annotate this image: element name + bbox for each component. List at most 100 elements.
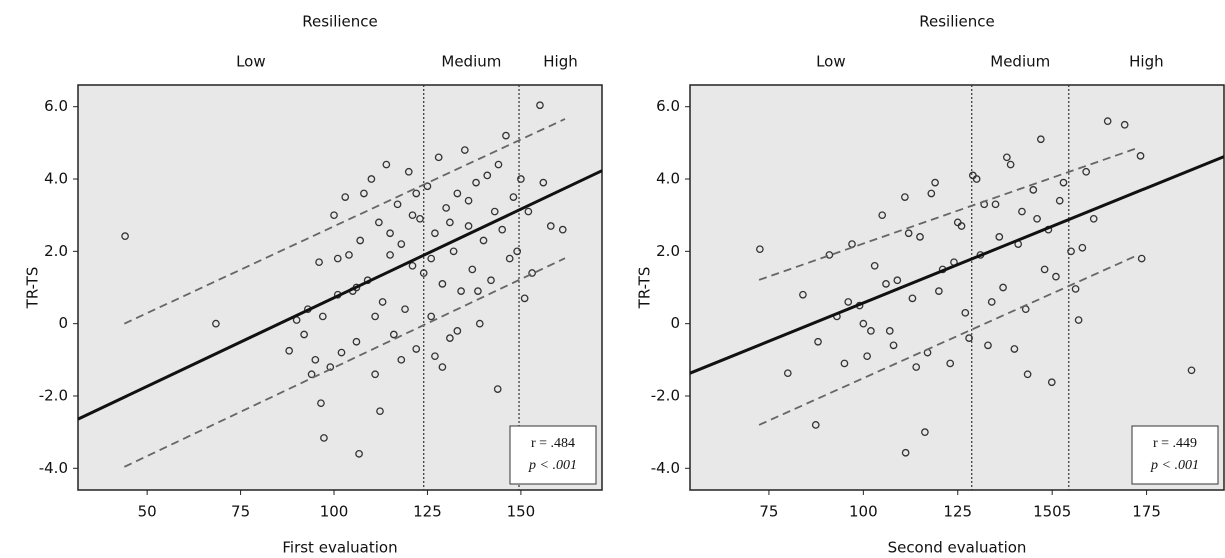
data-point <box>904 229 913 238</box>
data-point <box>386 229 394 238</box>
data-point <box>863 352 871 361</box>
data-point <box>961 308 970 317</box>
data-point <box>317 399 325 408</box>
data-point <box>356 236 365 245</box>
data-point <box>901 193 909 201</box>
data-point <box>882 280 890 288</box>
y-tick-label: 4.0 <box>44 170 68 188</box>
data-point <box>539 178 548 187</box>
zone-label: High <box>543 53 577 71</box>
data-point <box>965 334 973 342</box>
data-point <box>367 175 376 183</box>
data-point <box>386 251 394 259</box>
data-point <box>468 265 477 274</box>
data-point <box>393 200 402 209</box>
data-point <box>935 287 943 295</box>
data-point <box>908 294 917 303</box>
y-tick-label: 2.0 <box>656 242 680 260</box>
data-point <box>423 182 432 191</box>
y-axis-label: TR-TS <box>636 267 654 310</box>
data-point <box>513 247 522 256</box>
data-point <box>378 298 387 306</box>
zone-label: Medium <box>441 53 501 71</box>
annotation-text: r = .484 <box>531 436 575 451</box>
data-point <box>505 254 514 263</box>
data-point <box>490 207 499 216</box>
annotation-text: r = .449 <box>1153 436 1197 451</box>
data-point <box>318 312 327 321</box>
data-point <box>320 434 328 442</box>
data-point <box>464 196 473 205</box>
data-point <box>1078 243 1087 252</box>
data-point <box>121 232 129 241</box>
data-point <box>921 428 929 436</box>
data-point <box>999 283 1007 292</box>
data-point <box>901 448 910 457</box>
annotation-text: p < .001 <box>1150 458 1199 473</box>
data-point <box>1089 214 1098 223</box>
data-point <box>840 359 849 368</box>
data-point <box>408 261 417 270</box>
data-point <box>1082 167 1091 176</box>
x-axis-label: First evaluation <box>282 539 397 557</box>
data-point <box>330 211 338 220</box>
data-point <box>487 276 495 285</box>
data-point <box>453 327 462 335</box>
data-point <box>1137 254 1146 263</box>
data-point <box>397 240 406 248</box>
prediction-band <box>758 147 1136 281</box>
data-point <box>509 193 518 201</box>
data-point <box>434 153 443 162</box>
data-point <box>1136 152 1145 160</box>
data-point <box>360 189 368 198</box>
data-point <box>431 352 439 361</box>
y-tick-label: 6.0 <box>44 97 68 115</box>
data-point <box>493 385 502 393</box>
y-tick-label: 4.0 <box>656 170 680 188</box>
data-point <box>1055 196 1064 205</box>
prediction-band <box>123 257 566 468</box>
data-point <box>475 319 484 328</box>
annotation-box <box>509 425 597 485</box>
data-point <box>315 258 323 267</box>
data-point <box>397 355 406 364</box>
data-point <box>558 225 567 234</box>
data-point <box>389 330 398 339</box>
resilience-title: Resilience <box>302 13 378 31</box>
data-point <box>427 254 436 263</box>
data-point <box>431 229 439 238</box>
data-point <box>867 327 875 335</box>
data-point <box>984 341 992 350</box>
data-point <box>416 214 424 223</box>
x-tick-label: 100 <box>849 503 878 521</box>
data-point <box>479 236 488 245</box>
x-tick-label: 100 <box>320 503 349 521</box>
data-point <box>927 189 936 198</box>
data-point <box>912 363 921 371</box>
y-tick-label: 0 <box>670 314 680 332</box>
data-point <box>889 341 898 350</box>
data-point <box>382 160 391 169</box>
data-point <box>991 200 1000 209</box>
data-point <box>460 146 469 154</box>
data-point <box>844 298 853 306</box>
data-point <box>893 276 902 285</box>
data-point <box>957 222 966 230</box>
data-point <box>524 207 533 216</box>
data-point <box>1040 265 1049 274</box>
annotation-box <box>1131 425 1219 485</box>
zone-label: Low <box>236 53 266 71</box>
data-point <box>300 330 308 339</box>
data-point <box>931 178 939 187</box>
data-point <box>1052 272 1060 281</box>
y-tick-label: -2.0 <box>651 386 680 404</box>
data-point <box>885 327 894 335</box>
data-point <box>285 346 294 355</box>
prediction-band <box>123 118 566 325</box>
data-point <box>1074 316 1083 324</box>
data-point <box>446 218 454 227</box>
data-point <box>811 421 820 429</box>
data-point <box>1023 370 1032 379</box>
data-point <box>528 269 536 277</box>
